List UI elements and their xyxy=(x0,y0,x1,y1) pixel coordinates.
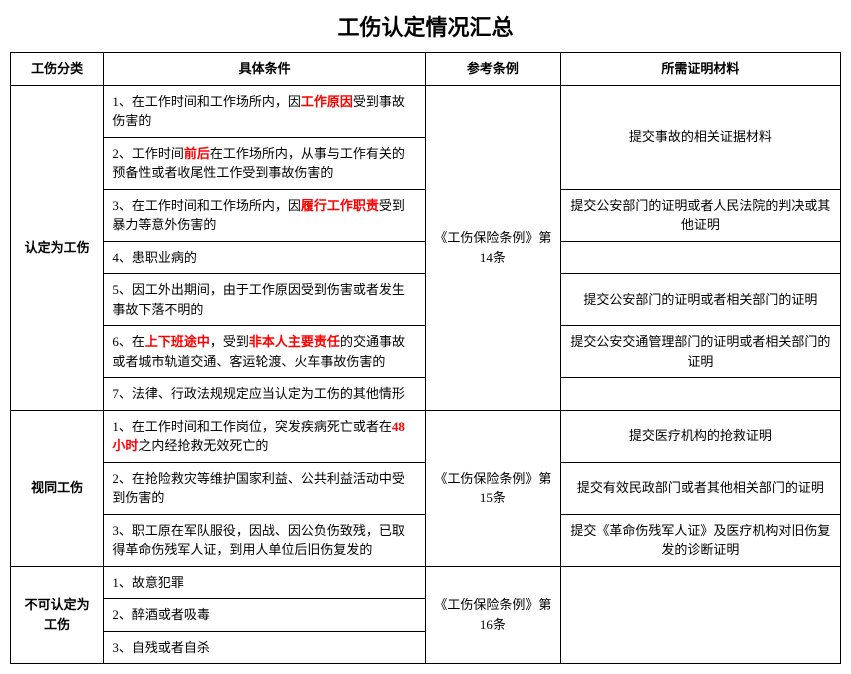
cell-condition: 1、在工作时间和工作场所内，因工作原因受到事故伤害的 xyxy=(104,85,426,137)
highlight-text: 工作原因 xyxy=(301,94,353,109)
table-row: 视同工伤 1、在工作时间和工作岗位，突发疾病死亡或者在48小时之内经抢救无效死亡… xyxy=(11,410,841,462)
header-documents: 所需证明材料 xyxy=(560,53,840,86)
cell-condition: 4、患职业病的 xyxy=(104,241,426,274)
cell-condition: 1、故意犯罪 xyxy=(104,566,426,599)
cell-reference: 《工伤保险条例》第15条 xyxy=(426,410,561,566)
cell-condition: 7、法律、行政法规规定应当认定为工伤的其他情形 xyxy=(104,378,426,411)
summary-table: 工伤分类 具体条件 参考条例 所需证明材料 认定为工伤 1、在工作时间和工作场所… xyxy=(10,52,841,664)
highlight-text: 履行工作职责 xyxy=(301,198,379,213)
cell-condition: 3、在工作时间和工作场所内，因履行工作职责受到暴力等意外伤害的 xyxy=(104,189,426,241)
cell-documents: 提交公安部门的证明或者人民法院的判决或其他证明 xyxy=(560,189,840,241)
cell-condition: 6、在上下班途中，受到非本人主要责任的交通事故或者城市轨道交通、客运轮渡、火车事… xyxy=(104,326,426,378)
header-reference: 参考条例 xyxy=(426,53,561,86)
cell-documents: 提交医疗机构的抢救证明 xyxy=(560,410,840,462)
table-row: 认定为工伤 1、在工作时间和工作场所内，因工作原因受到事故伤害的 《工伤保险条例… xyxy=(11,85,841,137)
cell-condition: 2、工作时间前后在工作场所内，从事与工作有关的预备性或者收尾性工作受到事故伤害的 xyxy=(104,137,426,189)
highlight-text: 前后 xyxy=(184,146,210,161)
cell-documents xyxy=(560,378,840,411)
cell-condition: 5、因工外出期间，由于工作原因受到伤害或者发生事故下落不明的 xyxy=(104,274,426,326)
header-category: 工伤分类 xyxy=(11,53,104,86)
cell-category: 认定为工伤 xyxy=(11,85,104,410)
cell-condition: 3、职工原在军队服役，因战、因公负伤致残，已取得革命伤残军人证，到用人单位后旧伤… xyxy=(104,514,426,566)
cell-documents: 提交公安交通管理部门的证明或者相关部门的证明 xyxy=(560,326,840,378)
header-row: 工伤分类 具体条件 参考条例 所需证明材料 xyxy=(11,53,841,86)
header-condition: 具体条件 xyxy=(104,53,426,86)
cell-reference: 《工伤保险条例》第14条 xyxy=(426,85,561,410)
cell-documents: 提交事故的相关证据材料 xyxy=(560,85,840,189)
highlight-text: 上下班途中 xyxy=(145,334,210,349)
cell-condition: 1、在工作时间和工作岗位，突发疾病死亡或者在48小时之内经抢救无效死亡的 xyxy=(104,410,426,462)
cell-documents: 提交有效民政部门或者其他相关部门的证明 xyxy=(560,462,840,514)
cell-documents xyxy=(560,241,840,274)
cell-condition: 2、在抢险救灾等维护国家利益、公共利益活动中受到伤害的 xyxy=(104,462,426,514)
table-row: 不可认定为工伤 1、故意犯罪 《工伤保险条例》第16条 xyxy=(11,566,841,599)
cell-documents: 提交公安部门的证明或者相关部门的证明 xyxy=(560,274,840,326)
cell-category: 视同工伤 xyxy=(11,410,104,566)
cell-condition: 2、醉酒或者吸毒 xyxy=(104,599,426,632)
cell-reference: 《工伤保险条例》第16条 xyxy=(426,566,561,664)
cell-category: 不可认定为工伤 xyxy=(11,566,104,664)
page-title: 工伤认定情况汇总 xyxy=(10,10,841,42)
highlight-text: 非本人主要责任 xyxy=(249,334,340,349)
cell-documents: 提交《革命伤残军人证》及医疗机构对旧伤复发的诊断证明 xyxy=(560,514,840,566)
cell-condition: 3、自残或者自杀 xyxy=(104,631,426,664)
cell-documents xyxy=(560,566,840,664)
